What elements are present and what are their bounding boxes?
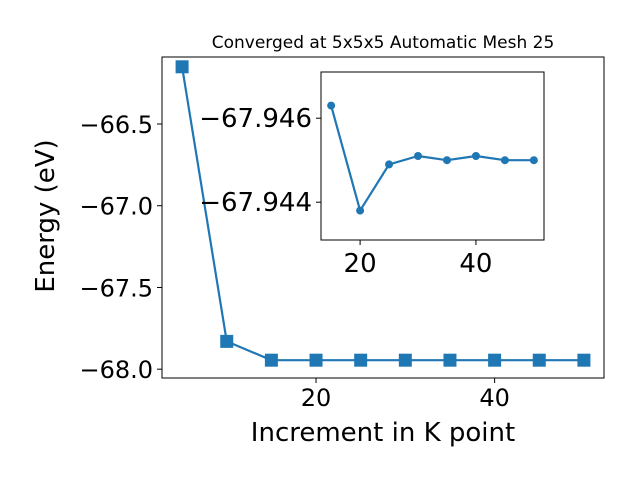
inset-data-point: [442, 156, 451, 165]
main-data-point: [354, 353, 368, 367]
main-data-point: [532, 353, 546, 367]
inset-axes: 20 40 −67.946 −67.944: [199, 71, 545, 279]
inset-series-line: [330, 105, 534, 212]
inset-data-point: [529, 156, 538, 165]
main-data-point: [220, 334, 234, 348]
main-data-point: [398, 353, 412, 367]
main-data-point: [443, 353, 457, 367]
main-y-tick-label: −68.0: [79, 356, 153, 384]
main-x-tick-label: 40: [479, 384, 510, 412]
inset-data-point: [471, 152, 480, 160]
main-data-point: [488, 353, 502, 367]
main-y-tick-label: −66.5: [79, 111, 153, 139]
main-data-point: [264, 353, 278, 367]
main-series-line: [181, 66, 584, 362]
main-y-tick-label: −67.0: [79, 193, 153, 221]
inset-data-point: [356, 206, 365, 215]
main-data-point: [309, 353, 323, 367]
main-y-tick-label: −67.5: [79, 274, 153, 302]
inset-data-point: [327, 101, 336, 110]
inset-data-point: [500, 156, 509, 165]
inset-x-tick-label: 20: [344, 249, 377, 279]
main-data-point: [175, 60, 189, 74]
inset-y-tick-label: −67.946: [199, 104, 312, 134]
inset-frame: [320, 71, 545, 241]
main-x-tick-label: 20: [301, 384, 332, 412]
chart-title: Converged at 5x5x5 Automatic Mesh 25: [212, 33, 555, 53]
inset-x-tick-label: 40: [459, 249, 492, 279]
inset-y-tick-label: −67.944: [199, 188, 312, 218]
inset-data-point: [414, 152, 423, 160]
x-axis-label: Increment in K point: [251, 418, 515, 448]
main-data-point: [577, 353, 591, 367]
inset-data-point: [385, 160, 394, 169]
y-axis-label: Energy (eV): [31, 139, 61, 292]
